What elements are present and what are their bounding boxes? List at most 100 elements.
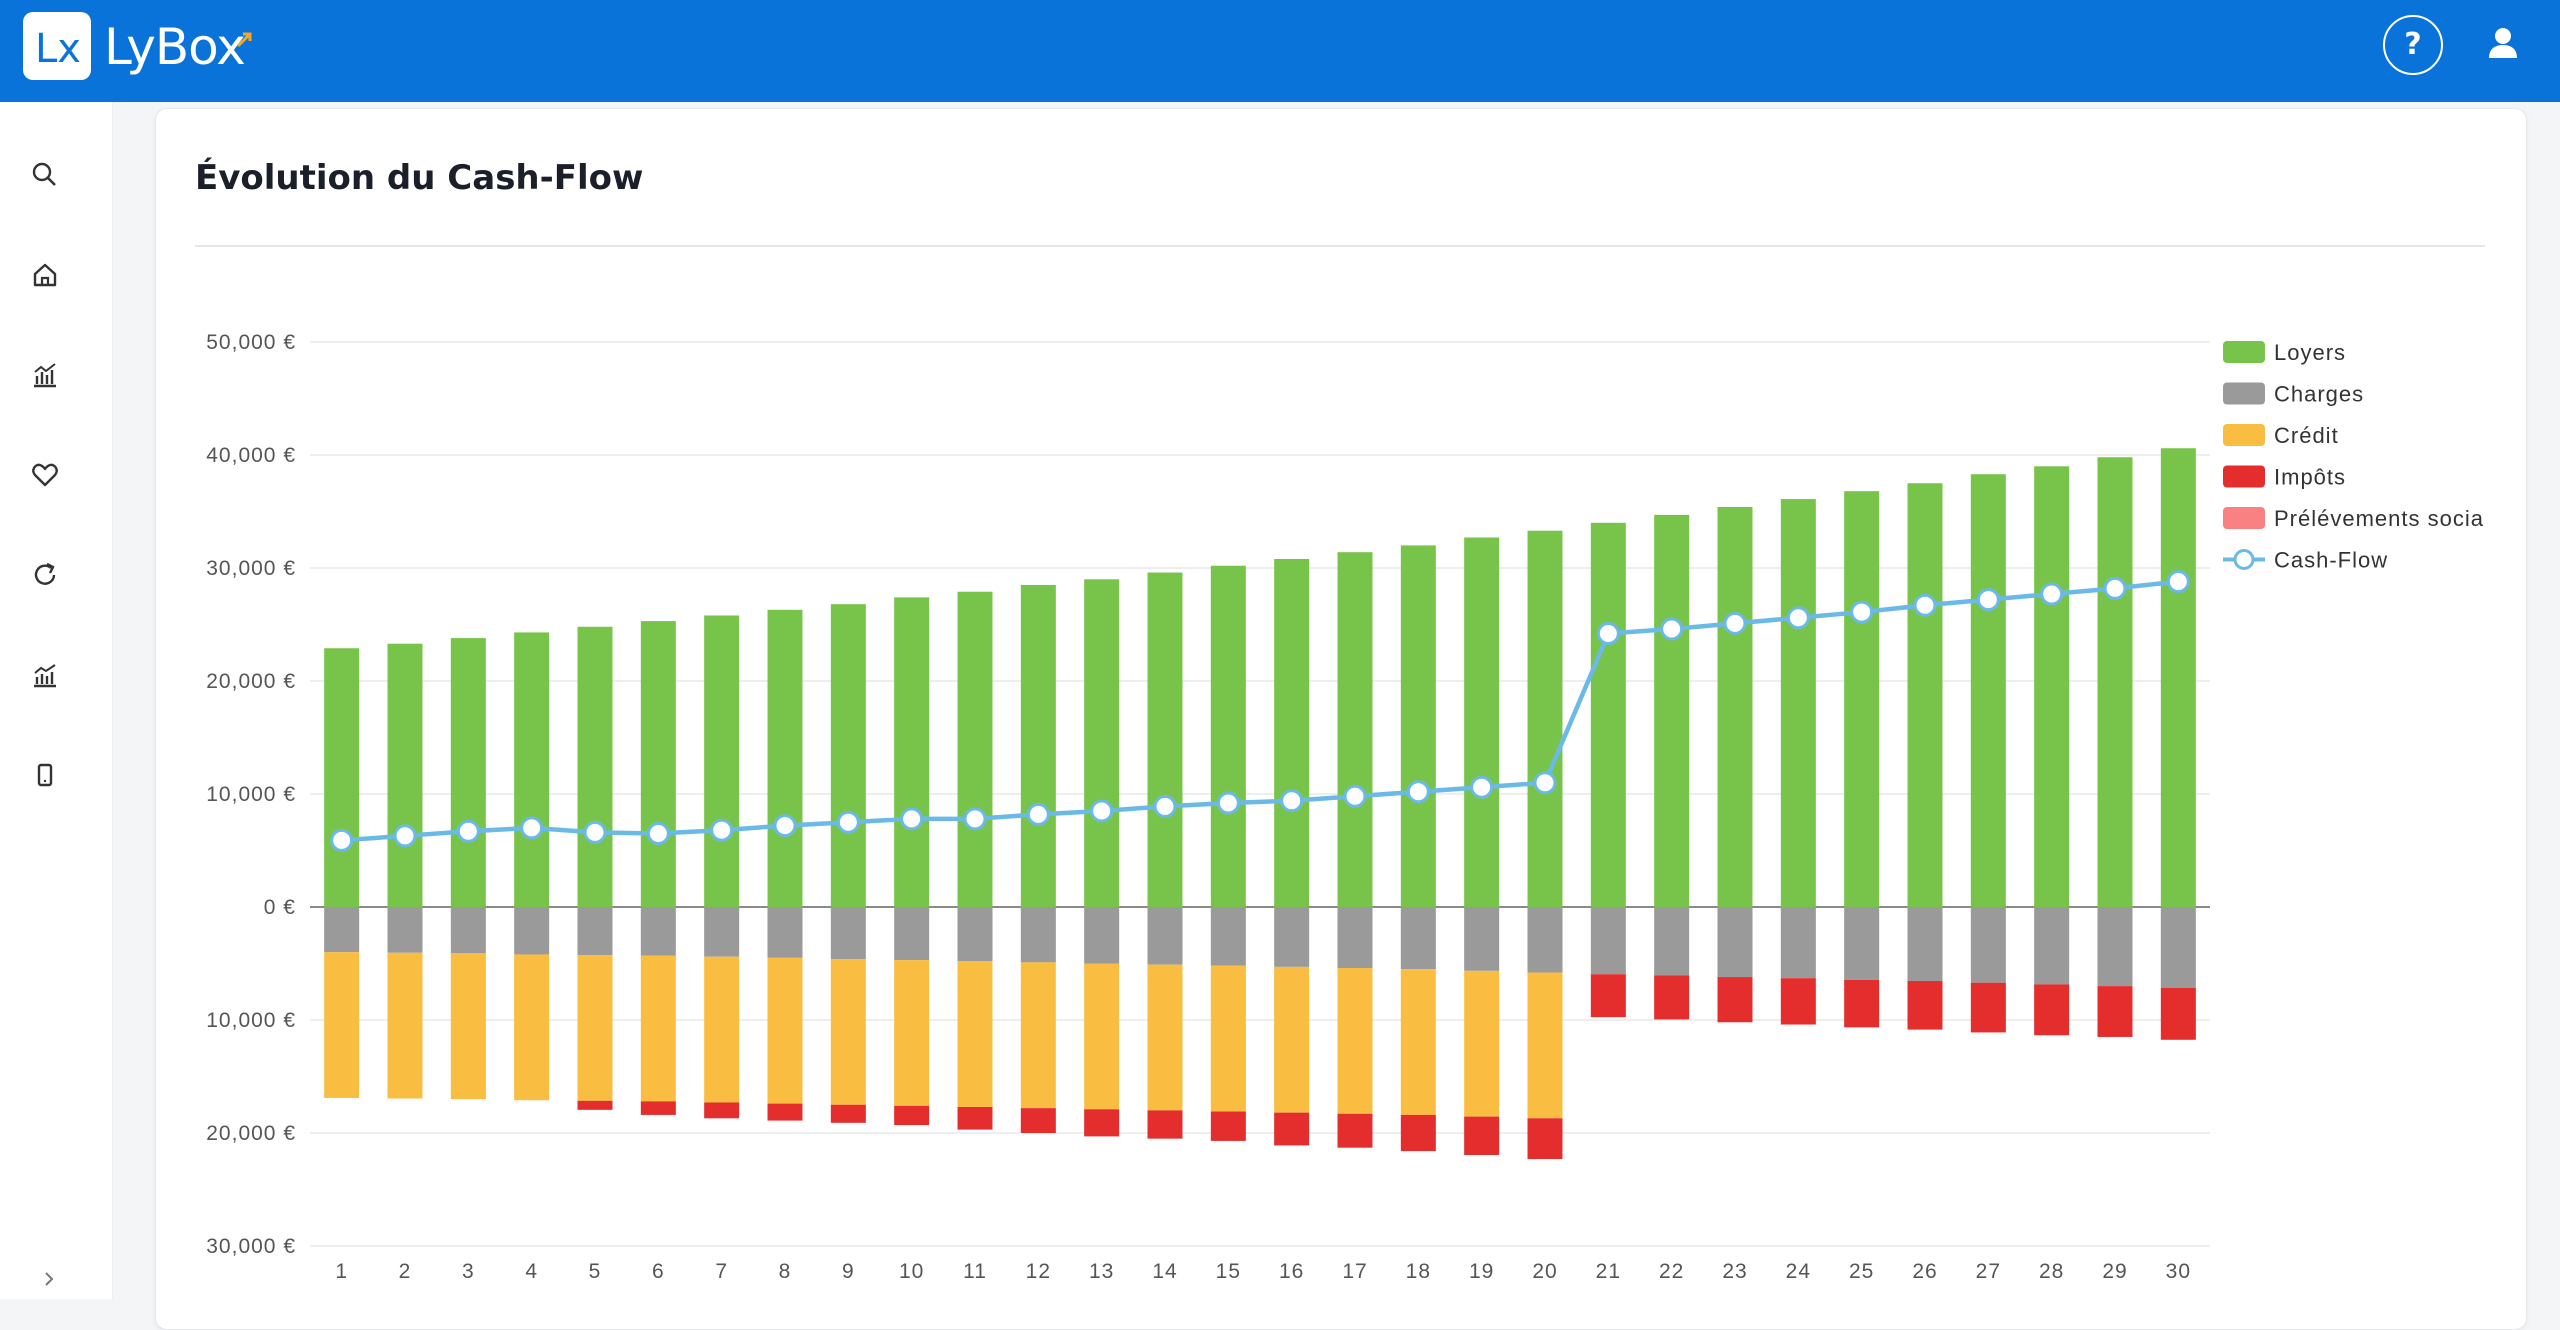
legend-swatch[interactable]: [2223, 507, 2265, 529]
bar-charges[interactable]: [894, 907, 929, 960]
bar-loyers[interactable]: [1654, 515, 1689, 907]
bar-loyers[interactable]: [1464, 537, 1499, 907]
bar-imp-ts[interactable]: [768, 1104, 803, 1121]
bar-charges[interactable]: [1211, 907, 1246, 966]
bar-charges[interactable]: [2098, 907, 2133, 986]
bar-imp-ts[interactable]: [1844, 980, 1879, 1027]
bar-imp-ts[interactable]: [1908, 981, 1943, 1030]
bar-cr-dit[interactable]: [1021, 962, 1056, 1108]
bar-imp-ts[interactable]: [1781, 978, 1816, 1024]
cashflow-point[interactable]: [1472, 777, 1492, 797]
cashflow-point[interactable]: [1725, 613, 1745, 633]
legend-swatch-point[interactable]: [2235, 551, 2253, 569]
bar-loyers[interactable]: [831, 604, 866, 907]
cashflow-point[interactable]: [902, 809, 922, 829]
bar-imp-ts[interactable]: [704, 1102, 739, 1118]
bar-cr-dit[interactable]: [514, 954, 549, 1100]
cashflow-point[interactable]: [1852, 602, 1872, 622]
bar-charges[interactable]: [831, 907, 866, 959]
cashflow-point[interactable]: [585, 822, 605, 842]
bar-charges[interactable]: [1781, 907, 1816, 978]
bar-imp-ts[interactable]: [1274, 1113, 1309, 1146]
bar-charges[interactable]: [324, 907, 359, 952]
bar-cr-dit[interactable]: [1528, 973, 1563, 1119]
bar-imp-ts[interactable]: [1464, 1117, 1499, 1155]
cashflow-point[interactable]: [1408, 782, 1428, 802]
cashflow-point[interactable]: [965, 809, 985, 829]
legend-label[interactable]: Charges: [2274, 382, 2364, 407]
bar-loyers[interactable]: [1211, 566, 1246, 907]
cashflow-point[interactable]: [458, 821, 478, 841]
bar-imp-ts[interactable]: [1148, 1110, 1183, 1138]
cashflow-point[interactable]: [395, 826, 415, 846]
bar-charges[interactable]: [1274, 907, 1309, 967]
bar-charges[interactable]: [388, 907, 423, 953]
cashflow-point[interactable]: [1345, 786, 1365, 806]
bar-imp-ts[interactable]: [1401, 1115, 1436, 1151]
bar-cr-dit[interactable]: [324, 952, 359, 1098]
legend-swatch[interactable]: [2223, 466, 2265, 488]
legend-swatch[interactable]: [2223, 424, 2265, 446]
cashflow-point[interactable]: [332, 830, 352, 850]
cashflow-point[interactable]: [1978, 590, 1998, 610]
cashflow-point[interactable]: [1915, 595, 1935, 615]
bar-charges[interactable]: [578, 907, 613, 955]
bar-imp-ts[interactable]: [894, 1106, 929, 1125]
cashflow-point[interactable]: [2042, 584, 2062, 604]
bar-charges[interactable]: [1148, 907, 1183, 965]
bar-imp-ts[interactable]: [2098, 986, 2133, 1037]
legend-label[interactable]: Loyers: [2274, 340, 2346, 365]
bar-loyers[interactable]: [894, 597, 929, 907]
bar-loyers[interactable]: [1274, 559, 1309, 907]
bar-charges[interactable]: [1021, 907, 1056, 962]
bar-cr-dit[interactable]: [388, 953, 423, 1099]
bar-imp-ts[interactable]: [1338, 1114, 1373, 1148]
bar-charges[interactable]: [641, 907, 676, 956]
bar-loyers[interactable]: [324, 648, 359, 907]
bar-cr-dit[interactable]: [1084, 964, 1119, 1110]
legend-swatch[interactable]: [2223, 341, 2265, 363]
cashflow-point[interactable]: [1788, 608, 1808, 628]
cashflow-point[interactable]: [1282, 791, 1302, 811]
bar-cr-dit[interactable]: [894, 960, 929, 1106]
bar-cr-dit[interactable]: [1464, 971, 1499, 1117]
bar-imp-ts[interactable]: [2161, 988, 2196, 1040]
cashflow-point[interactable]: [2105, 578, 2125, 598]
cashflow-point[interactable]: [522, 818, 542, 838]
bar-cr-dit[interactable]: [768, 958, 803, 1104]
cashflow-point[interactable]: [2168, 572, 2188, 592]
bar-charges[interactable]: [1401, 907, 1436, 969]
bar-loyers[interactable]: [958, 592, 993, 907]
bar-charges[interactable]: [1971, 907, 2006, 983]
bar-loyers[interactable]: [768, 610, 803, 907]
cashflow-point[interactable]: [1028, 804, 1048, 824]
bar-charges[interactable]: [2161, 907, 2196, 988]
bar-imp-ts[interactable]: [831, 1105, 866, 1123]
bar-charges[interactable]: [514, 907, 549, 954]
bar-loyers[interactable]: [1591, 523, 1626, 907]
cashflow-point[interactable]: [1155, 796, 1175, 816]
bar-imp-ts[interactable]: [641, 1101, 676, 1115]
cashflow-point[interactable]: [1662, 619, 1682, 639]
bar-cr-dit[interactable]: [1274, 967, 1309, 1113]
bar-cr-dit[interactable]: [578, 955, 613, 1101]
bar-loyers[interactable]: [388, 644, 423, 907]
bar-loyers[interactable]: [578, 627, 613, 907]
bar-charges[interactable]: [1338, 907, 1373, 968]
bar-charges[interactable]: [1591, 907, 1626, 974]
bar-cr-dit[interactable]: [831, 959, 866, 1105]
cashflow-point[interactable]: [838, 812, 858, 832]
bar-loyers[interactable]: [1844, 491, 1879, 907]
bar-loyers[interactable]: [451, 638, 486, 907]
bar-loyers[interactable]: [1338, 552, 1373, 907]
bar-imp-ts[interactable]: [958, 1107, 993, 1130]
bar-loyers[interactable]: [514, 632, 549, 907]
bar-cr-dit[interactable]: [1211, 966, 1246, 1112]
bar-cr-dit[interactable]: [451, 953, 486, 1099]
bar-charges[interactable]: [451, 907, 486, 953]
bar-imp-ts[interactable]: [1971, 983, 2006, 1033]
bar-imp-ts[interactable]: [1084, 1109, 1119, 1136]
bar-loyers[interactable]: [641, 621, 676, 907]
bar-charges[interactable]: [1528, 907, 1563, 973]
bar-charges[interactable]: [1084, 907, 1119, 964]
